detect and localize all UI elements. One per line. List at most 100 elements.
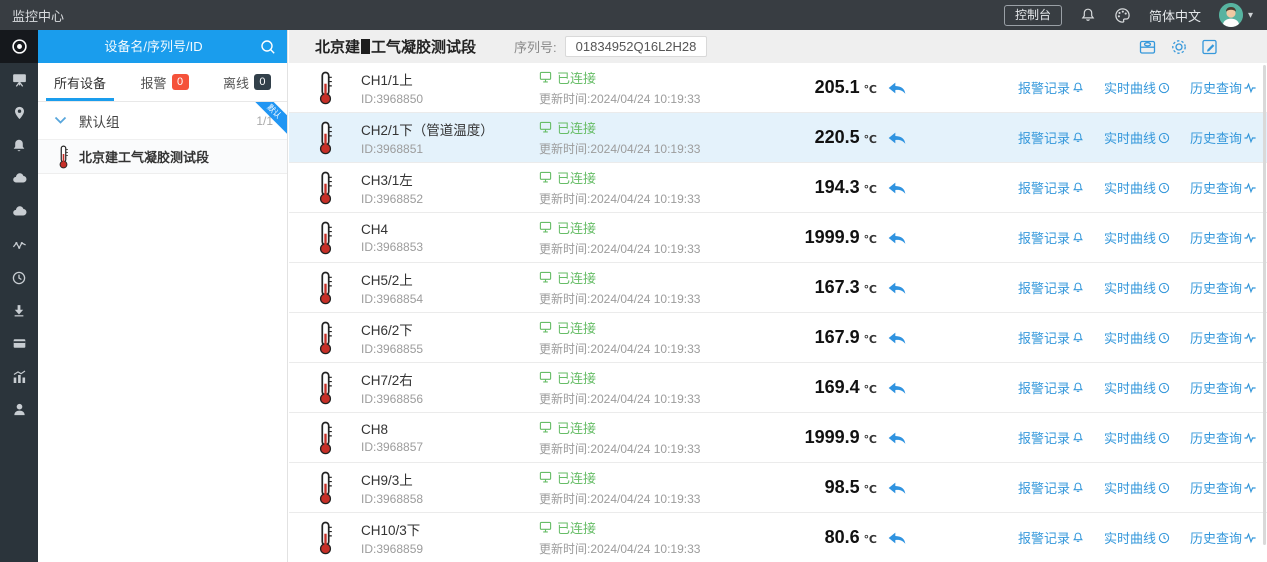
realtime-curve-link[interactable]: 实时曲线: [1104, 478, 1170, 497]
history-query-link[interactable]: 历史查询: [1190, 128, 1257, 147]
rail-item-card[interactable]: [0, 327, 38, 360]
channel-row[interactable]: CH4 ID:3968853 已连接 更新时间:2024/04/24 10:19…: [289, 213, 1267, 263]
bell-icon: [1073, 332, 1083, 343]
history-query-label: 历史查询: [1189, 181, 1242, 196]
console-button[interactable]: 控制台: [1003, 4, 1062, 26]
realtime-curve-label: 实时曲线: [1103, 331, 1156, 346]
rail-item-user[interactable]: [0, 393, 38, 426]
channel-name: CH9/3上: [361, 473, 413, 488]
status-connected: 已连接: [557, 171, 597, 186]
channel-row[interactable]: CH2/1下（管道温度） ID:3968851 已连接 更新时间:2024/04…: [289, 113, 1267, 163]
realtime-curve-link[interactable]: 实时曲线: [1104, 278, 1170, 297]
history-query-link[interactable]: 历史查询: [1190, 178, 1257, 197]
search-input[interactable]: [48, 39, 259, 54]
realtime-curve-link[interactable]: 实时曲线: [1104, 528, 1170, 547]
device-list-item[interactable]: 北京建工气凝胶测试段: [38, 140, 287, 174]
channel-row[interactable]: CH6/2下 ID:3968855 已连接 更新时间:2024/04/24 10…: [289, 313, 1267, 363]
temperature-value: 98.5: [824, 477, 860, 497]
realtime-curve-link[interactable]: 实时曲线: [1104, 428, 1170, 447]
rail-item-curves[interactable]: [0, 228, 38, 261]
alarm-records-link[interactable]: 报警记录: [1018, 78, 1084, 97]
channel-row[interactable]: CH7/2右 ID:3968856 已连接 更新时间:2024/04/24 10…: [289, 363, 1267, 413]
channel-row[interactable]: CH10/3下 ID:3968859 已连接 更新时间:2024/04/24 1…: [289, 513, 1267, 562]
rail-item-cloud-b[interactable]: [0, 195, 38, 228]
target-icon: [11, 39, 27, 54]
rail-item-cloud-a[interactable]: [0, 162, 38, 195]
rail-item-screen[interactable]: [0, 63, 38, 96]
redaction-block: [361, 39, 371, 54]
history-query-label: 历史查询: [1189, 531, 1242, 546]
search-icon[interactable]: [259, 38, 277, 56]
trend-arrow-icon: [887, 381, 907, 395]
alarm-records-link[interactable]: 报警记录: [1018, 478, 1084, 497]
rail-item-stats[interactable]: [0, 360, 38, 393]
waveform-icon: [1244, 482, 1256, 493]
history-query-link[interactable]: 历史查询: [1190, 278, 1257, 297]
alarm-records-link[interactable]: 报警记录: [1018, 228, 1084, 247]
alarm-records-link[interactable]: 报警记录: [1018, 178, 1084, 197]
edit-icon[interactable]: [1201, 38, 1219, 56]
thermometer-icon: [319, 371, 332, 404]
channel-row[interactable]: CH3/1左 ID:3968852 已连接 更新时间:2024/04/24 10…: [289, 163, 1267, 213]
thermometer-icon: [319, 221, 332, 254]
device-header: 北京建 工气凝胶测试段 序列号: 01834952Q16L2H28: [289, 30, 1267, 63]
rail-item-monitor[interactable]: [0, 30, 38, 63]
chevron-down-icon[interactable]: [54, 116, 67, 125]
realtime-curve-link[interactable]: 实时曲线: [1104, 78, 1170, 97]
channel-name: CH4: [361, 221, 389, 237]
realtime-curve-link[interactable]: 实时曲线: [1104, 228, 1170, 247]
alarm-records-label: 报警记录: [1017, 481, 1070, 496]
user-menu[interactable]: ▾: [1218, 3, 1253, 27]
history-query-link[interactable]: 历史查询: [1190, 328, 1257, 347]
history-query-label: 历史查询: [1189, 131, 1242, 146]
device-title-part1: 北京建: [315, 39, 361, 56]
bell-icon[interactable]: [1080, 7, 1096, 23]
connected-monitor-icon: [539, 471, 552, 483]
tab-alarm[interactable]: 报警 0: [140, 63, 189, 101]
group-count: 1/1: [256, 113, 273, 128]
history-query-link[interactable]: 历史查询: [1190, 228, 1257, 247]
history-query-link[interactable]: 历史查询: [1190, 78, 1257, 97]
history-query-link[interactable]: 历史查询: [1190, 478, 1257, 497]
avatar[interactable]: [1218, 3, 1243, 27]
device-group-row[interactable]: 默认组 1/1 默认: [38, 102, 287, 140]
archive-icon[interactable]: [1138, 38, 1157, 56]
connected-monitor-icon: [539, 371, 552, 383]
rail-item-download[interactable]: [0, 294, 38, 327]
alarm-records-link[interactable]: 报警记录: [1018, 378, 1084, 397]
channel-row[interactable]: CH5/2上 ID:3968854 已连接 更新时间:2024/04/24 10…: [289, 263, 1267, 313]
channel-row[interactable]: CH9/3上 ID:3968858 已连接 更新时间:2024/04/24 10…: [289, 463, 1267, 513]
gear-icon[interactable]: [1170, 38, 1188, 56]
realtime-curve-link[interactable]: 实时曲线: [1104, 128, 1170, 147]
topbar: 监控中心 控制台 简体中文: [0, 0, 1267, 30]
waveform-icon: [1244, 232, 1256, 243]
thermometer-icon: [319, 71, 332, 104]
rail-item-history[interactable]: [0, 261, 38, 294]
tab-all-devices[interactable]: 所有设备: [45, 63, 115, 101]
realtime-curve-link[interactable]: 实时曲线: [1104, 178, 1170, 197]
channel-id: ID:3968858: [361, 492, 424, 506]
alarm-records-link[interactable]: 报警记录: [1018, 428, 1084, 447]
rail-item-location[interactable]: [0, 96, 38, 129]
alarm-records-link[interactable]: 报警记录: [1018, 278, 1084, 297]
bell-icon: [1073, 132, 1083, 143]
channel-row[interactable]: CH1/1上 ID:3968850 已连接 更新时间:2024/04/24 10…: [289, 63, 1267, 113]
rail-item-alarm[interactable]: [0, 129, 38, 162]
history-query-link[interactable]: 历史查询: [1190, 378, 1257, 397]
alarm-records-link[interactable]: 报警记录: [1018, 328, 1084, 347]
history-query-link[interactable]: 历史查询: [1190, 428, 1257, 447]
alarm-records-link[interactable]: 报警记录: [1018, 128, 1084, 147]
scrollbar[interactable]: [1263, 65, 1266, 545]
channel-row[interactable]: CH8 ID:3968857 已连接 更新时间:2024/04/24 10:19…: [289, 413, 1267, 463]
realtime-curve-link[interactable]: 实时曲线: [1104, 378, 1170, 397]
channel-name: CH10/3下: [361, 523, 421, 538]
alarm-records-label: 报警记录: [1017, 281, 1070, 296]
trend-arrow-icon: [887, 531, 907, 545]
language-selector[interactable]: 简体中文: [1148, 8, 1201, 24]
tab-offline[interactable]: 离线 0: [223, 63, 271, 101]
history-query-link[interactable]: 历史查询: [1190, 528, 1257, 547]
palette-icon[interactable]: [1114, 7, 1131, 24]
alarm-records-link[interactable]: 报警记录: [1018, 528, 1084, 547]
realtime-curve-label: 实时曲线: [1103, 231, 1156, 246]
realtime-curve-link[interactable]: 实时曲线: [1104, 328, 1170, 347]
